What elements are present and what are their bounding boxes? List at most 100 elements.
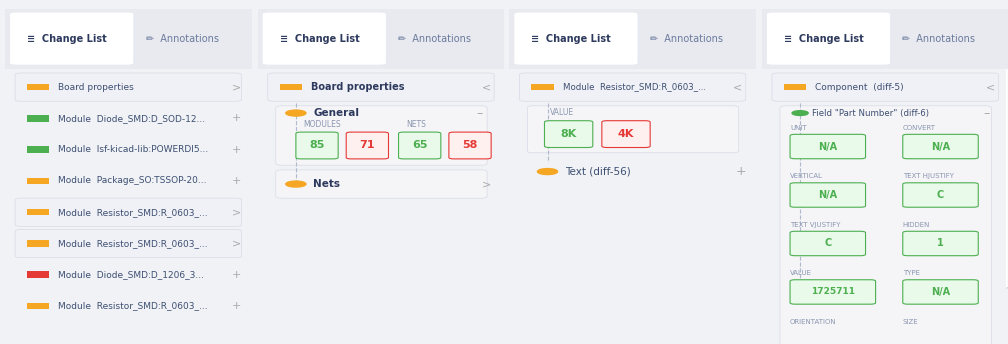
Text: Board properties: Board properties [311,82,404,92]
FancyBboxPatch shape [790,280,876,304]
FancyBboxPatch shape [449,132,491,159]
Circle shape [286,181,306,187]
FancyBboxPatch shape [263,12,386,65]
Text: ≡  Change List: ≡ Change List [27,34,107,44]
Text: +: + [232,301,241,311]
FancyBboxPatch shape [544,121,593,148]
Text: N/A: N/A [931,287,951,297]
Text: ≡  Change List: ≡ Change List [280,34,360,44]
FancyBboxPatch shape [10,12,133,65]
Text: >: > [232,82,241,92]
FancyBboxPatch shape [15,229,242,258]
Text: NETS: NETS [406,120,426,129]
Text: 65: 65 [412,140,427,150]
Text: ORIENTATION: ORIENTATION [790,319,837,325]
FancyBboxPatch shape [276,170,487,198]
Text: N/A: N/A [931,141,951,152]
Text: MODULES: MODULES [303,120,341,129]
Text: C: C [825,238,832,248]
Text: +: + [232,114,241,123]
Text: VALUE: VALUE [549,108,574,117]
FancyBboxPatch shape [790,183,866,207]
FancyBboxPatch shape [268,73,494,101]
Text: >: > [232,238,241,248]
Bar [27,240,49,247]
FancyBboxPatch shape [903,134,978,159]
FancyBboxPatch shape [903,183,978,207]
Text: Module  Diode_SMD:D_SOD-12...: Module Diode_SMD:D_SOD-12... [58,114,206,123]
Text: 8K: 8K [560,129,577,139]
Text: TYPE: TYPE [903,270,919,276]
FancyBboxPatch shape [790,134,866,159]
Bar [5,9,252,68]
Text: Component  (diff-5): Component (diff-5) [815,83,904,92]
Text: HIDDEN: HIDDEN [903,222,930,228]
Text: Module  Resistor_SMD:R_0603_...: Module Resistor_SMD:R_0603_... [58,239,208,248]
FancyBboxPatch shape [5,9,252,289]
Text: 1725711: 1725711 [810,288,855,297]
Text: TEXT HJUSTIFY: TEXT HJUSTIFY [903,173,954,179]
Text: 58: 58 [463,140,478,150]
Text: –: – [476,107,482,120]
Bar [27,271,49,278]
Text: 85: 85 [309,140,325,150]
Text: +: + [232,145,241,155]
Text: >: > [482,179,491,189]
Text: N/A: N/A [818,141,838,152]
Text: N/A: N/A [818,190,838,200]
Bar [27,84,49,90]
Text: Module  lsf-kicad-lib:POWERDI5...: Module lsf-kicad-lib:POWERDI5... [58,145,209,154]
FancyBboxPatch shape [258,9,504,289]
Text: ✏  Annotations: ✏ Annotations [393,34,472,44]
Text: +: + [232,270,241,280]
Text: >: > [232,207,241,217]
Text: SIZE: SIZE [903,319,918,325]
Text: UNIT: UNIT [790,125,806,131]
FancyBboxPatch shape [772,73,998,101]
Text: –: – [983,107,990,120]
Bar [784,84,806,90]
Text: <: < [482,82,491,92]
FancyBboxPatch shape [602,121,650,148]
Text: Field "Part Number" (diff-6): Field "Part Number" (diff-6) [812,109,929,118]
FancyBboxPatch shape [296,132,338,159]
Bar [531,84,553,90]
Text: Board properties: Board properties [58,83,134,92]
Text: 1: 1 [937,238,943,248]
Text: ✏  Annotations: ✏ Annotations [141,34,219,44]
Bar [27,178,49,184]
Text: +: + [736,165,746,178]
Bar [27,147,49,153]
Text: General: General [313,108,359,118]
Text: <: < [986,82,995,92]
FancyBboxPatch shape [398,132,440,159]
Text: ≡  Change List: ≡ Change List [531,34,611,44]
Text: Module  Resistor_SMD:R_0603_...: Module Resistor_SMD:R_0603_... [58,302,208,311]
FancyBboxPatch shape [519,73,746,101]
Text: CONVERT: CONVERT [903,125,935,131]
Bar [27,115,49,122]
FancyBboxPatch shape [767,12,890,65]
Bar [762,9,1008,68]
FancyBboxPatch shape [15,73,242,101]
Text: Nets: Nets [313,179,340,189]
FancyBboxPatch shape [780,106,991,344]
FancyBboxPatch shape [346,132,388,159]
Text: 71: 71 [360,140,375,150]
FancyBboxPatch shape [790,231,866,256]
Text: ✏  Annotations: ✏ Annotations [645,34,723,44]
Bar [27,209,49,215]
Text: ✏  Annotations: ✏ Annotations [897,34,976,44]
Bar [27,303,49,309]
Text: Module  Resistor_SMD:R_0603_...: Module Resistor_SMD:R_0603_... [562,83,706,92]
FancyBboxPatch shape [15,198,242,226]
Text: 4K: 4K [618,129,634,139]
FancyBboxPatch shape [903,231,978,256]
Text: Module  Package_SO:TSSOP-20...: Module Package_SO:TSSOP-20... [58,176,207,185]
FancyBboxPatch shape [527,106,739,153]
FancyBboxPatch shape [509,9,756,289]
FancyBboxPatch shape [762,9,1008,289]
Text: +: + [232,176,241,186]
Text: Module  Resistor_SMD:R_0603_...: Module Resistor_SMD:R_0603_... [58,208,208,217]
Text: TEXT VJUSTIFY: TEXT VJUSTIFY [790,222,841,228]
